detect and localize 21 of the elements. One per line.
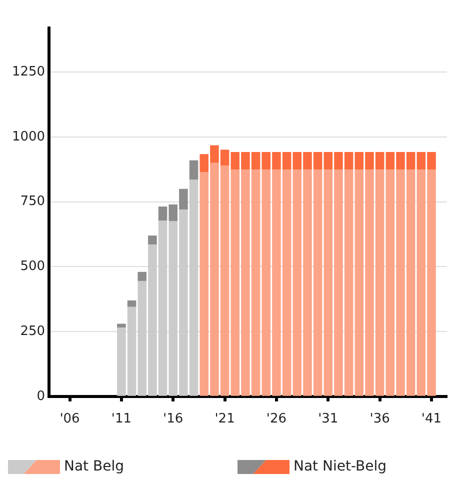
- y-tick-label: 250: [20, 324, 46, 339]
- x-tick-label: '16: [163, 412, 184, 427]
- y-tick-label: 1250: [12, 64, 46, 80]
- y-tick-label: 500: [20, 259, 46, 274]
- x-tick-label: '36: [370, 412, 390, 427]
- y-tick-label: 0: [36, 388, 46, 404]
- x-tick-label: '31: [318, 412, 338, 427]
- bar: [117, 324, 126, 328]
- legend-label: Nat Belg: [64, 458, 124, 475]
- x-tick-label: '11: [111, 412, 132, 427]
- y-tick-label: 750: [20, 194, 46, 210]
- x-tick-label: '06: [60, 412, 80, 427]
- x-tick-label: '26: [266, 412, 287, 427]
- legend-label: Nat Niet-Belg: [294, 458, 387, 475]
- bar: [148, 236, 157, 245]
- bar: [127, 300, 136, 307]
- y-tick-label: 1000: [12, 129, 46, 144]
- x-tick-label: '41: [421, 412, 442, 427]
- bar: [189, 160, 198, 180]
- bar: [138, 272, 146, 281]
- x-tick-label: '21: [214, 412, 235, 427]
